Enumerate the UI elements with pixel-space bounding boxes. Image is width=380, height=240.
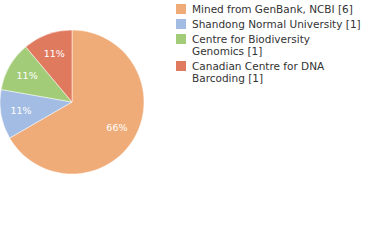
html-text:Mined from GenBank, NCBI [6]: Mined from GenBank, NCBI [6] <box>192 3 353 15</box>
html-text:Canadian Centre for DNA Barcod: Canadian Centre for DNA Barcoding [1] <box>192 60 325 84</box>
svg-text:66%: 66% <box>106 122 127 133</box>
html-text:Shandong Normal University [1]: Shandong Normal University [1] <box>192 18 361 30</box>
svg-text:11%: 11% <box>17 70 38 81</box>
svg-text:11%: 11% <box>44 48 65 59</box>
svg-text:11%: 11% <box>10 105 31 116</box>
html-text:Centre for Biodiversity Genomi: Centre for Biodiversity Genomics [1] <box>192 33 311 57</box>
